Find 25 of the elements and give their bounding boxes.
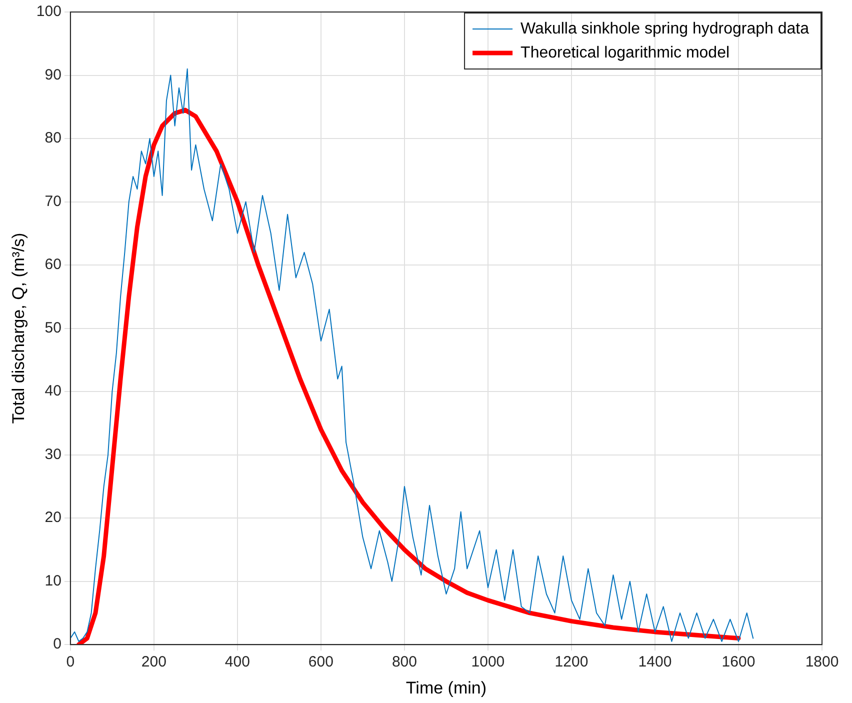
legend-label: Wakulla sinkhole spring hydrograph data xyxy=(520,20,810,38)
x-axis-title: Time (min) xyxy=(406,678,487,698)
y-tick-label: 30 xyxy=(44,446,62,463)
y-tick-label: 0 xyxy=(53,636,62,653)
x-tick-label: 1800 xyxy=(805,654,839,671)
y-tick-label: 20 xyxy=(44,509,62,526)
x-tick-label: 600 xyxy=(308,654,334,671)
x-tick-label: 1200 xyxy=(554,654,588,671)
y-axis-title: Total discharge, Q, (m³/s) xyxy=(8,232,28,424)
x-tick-label: 1600 xyxy=(722,654,756,671)
y-tick-label: 40 xyxy=(44,382,62,400)
y-tick-label: 70 xyxy=(44,192,62,210)
y-tick-label: 100 xyxy=(36,3,62,20)
y-tick-label: 60 xyxy=(44,256,62,274)
x-tick-label: 1400 xyxy=(638,654,672,671)
legend-label: Theoretical logarithmic model xyxy=(520,44,730,62)
x-tick-label: 400 xyxy=(224,654,250,671)
y-tick-label: 10 xyxy=(44,572,62,590)
x-tick-label: 0 xyxy=(66,654,75,671)
y-tick-label: 50 xyxy=(44,319,62,336)
y-tick-label: 80 xyxy=(44,130,62,147)
x-tick-label: 1000 xyxy=(471,654,505,671)
x-tick-label: 800 xyxy=(392,654,417,671)
x-tick-label: 200 xyxy=(141,654,166,671)
y-tick-label: 90 xyxy=(44,66,62,84)
